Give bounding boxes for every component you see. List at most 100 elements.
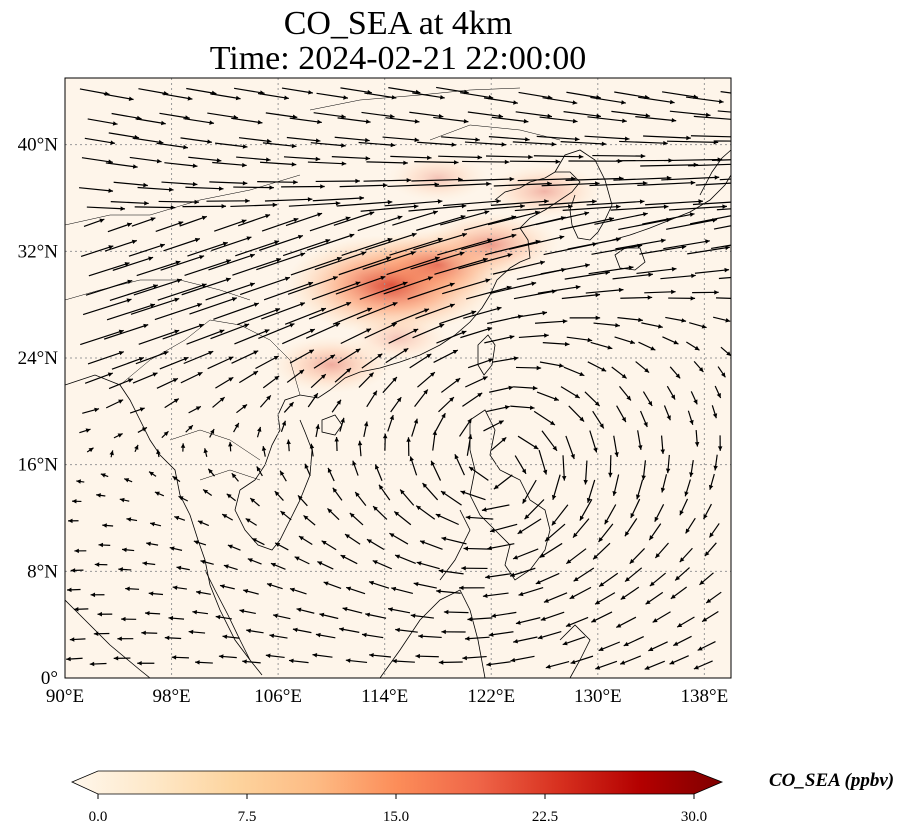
lon-tick-label: 114°E [361,686,408,707]
wind-arrow [103,323,149,340]
wind-arrow [164,162,198,169]
colorbar [71,770,724,795]
wind-arrow [459,176,515,182]
wind-arrow [80,245,114,258]
wind-arrow [289,587,307,595]
wind-arrow [551,504,569,526]
wind-arrow [368,580,390,589]
wind-arrow [407,282,455,300]
wind-arrow [234,329,270,345]
wind-arrow [711,244,731,250]
wind-arrow [335,275,386,295]
malay-coastline [204,569,251,661]
wind-arrow [535,572,560,585]
wind-arrow [113,181,148,188]
wind-arrow [481,504,510,512]
wind-arrow [510,655,535,663]
wind-arrow [266,582,283,590]
wind-arrow [594,592,616,605]
wind-arrow [256,466,263,477]
wind-arrow [239,370,259,384]
wind-arrow [490,199,549,206]
wind-arrow [247,558,262,565]
wind-arrow [86,206,126,211]
wind-arrow [491,116,529,124]
lat-tick-label: 0° [41,668,58,689]
wind-arrow [358,141,396,148]
wind-arrow [157,283,207,301]
wind-arrow [716,208,731,211]
wind-arrow [679,498,689,516]
wind-arrow [644,289,676,295]
wind-arrow [514,455,527,475]
wind-arrow [411,418,419,437]
wind-arrow [542,341,570,347]
wind-arrow [620,295,653,300]
wind-arrow [524,499,545,520]
wind-arrow [281,87,313,95]
wind-arrow [186,329,225,345]
wind-arrow [332,307,373,325]
wind-arrow [344,533,361,545]
wind-arrow [340,554,358,565]
wind-arrow [516,365,542,371]
wind-arrow [589,180,648,187]
wind-arrow [227,544,241,551]
wind-arrow [389,532,409,545]
wind-arrow [518,333,549,339]
wind-arrow [119,497,130,503]
wind-arrow [692,201,731,206]
wind-arrow [569,315,601,321]
wind-arrow [482,592,509,598]
wind-arrow [208,253,255,271]
wind-arrow [113,433,123,439]
wind-arrow [207,356,234,370]
wind-arrow [512,548,539,560]
wind-arrow [641,322,663,329]
wind-arrow [513,385,538,391]
wind-arrow [231,472,239,482]
wind-arrow [106,303,156,321]
wind-arrow [467,616,493,622]
wind-arrow [704,542,717,557]
wind-arrow [716,297,731,299]
wind-arrow [693,660,713,670]
wind-arrow [694,430,700,447]
wind-arrow [513,636,538,644]
wind-arrow [598,641,621,652]
wind-arrow [279,470,287,482]
wind-arrow [608,455,613,478]
wind-arrow [612,272,653,280]
wind-arrow [209,180,248,186]
wind-arrow [85,279,133,296]
wind-arrow [689,460,694,478]
wind-arrow [465,515,494,520]
wind-arrow [200,559,214,565]
wind-arrow [209,428,215,438]
wind-arrow [689,322,707,329]
wind-arrow [192,610,209,615]
wind-arrow [362,251,416,270]
wind-arrow [542,97,578,105]
wind-arrow [135,118,166,126]
wind-arrow [138,329,180,345]
wind-arrow [541,430,558,452]
wind-arrow [189,297,238,315]
wind-arrow [669,366,681,379]
colorbar-label: CO_SEA (ppbv) [769,770,895,791]
wind-arrow [374,464,383,481]
wind-arrow [717,110,731,113]
wind-arrow [485,573,512,580]
wind-arrow [391,586,414,595]
wind-arrow [409,456,418,476]
wind-arrow [412,323,445,339]
wind-arrow [118,567,132,572]
wind-arrow [468,466,489,481]
wind-arrow [309,443,315,457]
wind-arrow [356,302,398,320]
wind-arrow [483,97,518,105]
wind-arrow [584,135,630,141]
wind-arrow [620,586,640,600]
wind-arrow [589,430,598,453]
wind-arrow [422,482,439,501]
